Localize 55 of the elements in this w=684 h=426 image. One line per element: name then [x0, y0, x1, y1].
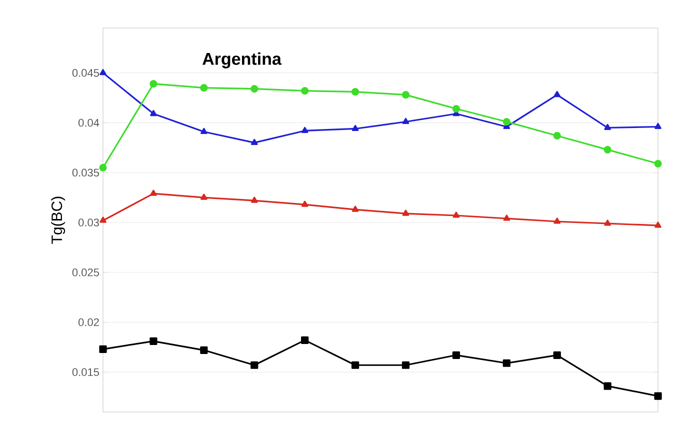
point: [452, 104, 460, 113]
point: [250, 138, 258, 145]
point: [200, 194, 208, 200]
point: [352, 124, 359, 132]
point: [352, 206, 359, 212]
point: [200, 84, 208, 92]
y-tick-label: 0.03: [78, 218, 99, 226]
point: [100, 69, 106, 76]
point: [654, 392, 662, 400]
point: [553, 132, 561, 140]
point: [654, 122, 662, 130]
point: [604, 382, 612, 390]
y-tick-label: 0.015: [72, 368, 99, 376]
point: [351, 88, 360, 96]
point: [351, 361, 360, 369]
y-tick-label: 0.025: [72, 268, 99, 276]
point: [301, 87, 309, 95]
point: [150, 337, 158, 345]
point: [604, 220, 611, 226]
point: [452, 351, 460, 359]
point: [301, 200, 308, 207]
point: [250, 85, 258, 93]
point: [150, 110, 157, 116]
y-tick-label: 0.02: [78, 318, 99, 326]
point: [200, 346, 208, 354]
point: [604, 124, 611, 130]
point: [250, 196, 258, 203]
y-tick-label: 0.045: [72, 68, 99, 77]
point: [452, 212, 460, 218]
point: [502, 359, 510, 367]
point: [150, 80, 158, 88]
y-tick-label: 0.04: [78, 118, 100, 127]
point: [604, 146, 612, 154]
point: [554, 91, 560, 98]
point: [654, 222, 662, 228]
point: [553, 351, 561, 359]
point: [200, 128, 208, 134]
point: [402, 210, 410, 216]
point: [250, 361, 258, 369]
point: [402, 361, 410, 369]
point: [99, 164, 107, 172]
point: [554, 218, 560, 224]
point: [301, 126, 308, 134]
point: [301, 336, 309, 344]
text: Argentina: [202, 52, 282, 68]
point: [502, 118, 510, 126]
point: [402, 118, 410, 124]
point: [99, 345, 107, 353]
point: [503, 214, 510, 221]
point: [654, 160, 662, 168]
point: [100, 216, 106, 223]
point: [150, 190, 157, 196]
y-tick-label: 0.035: [72, 168, 99, 177]
y-axis-title: Tg(BC): [51, 196, 66, 244]
point: [402, 91, 410, 99]
